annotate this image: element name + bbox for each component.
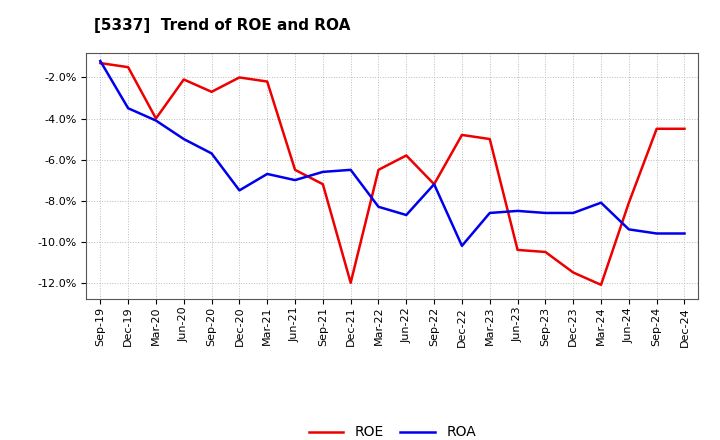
ROA [291, 177, 300, 183]
ROE [624, 200, 633, 205]
ROE [430, 182, 438, 187]
ROA [597, 200, 606, 205]
ROE [179, 77, 188, 82]
ROA [263, 171, 271, 176]
Legend: ROE, ROA: ROE, ROA [303, 420, 482, 440]
ROE [291, 167, 300, 172]
ROE [263, 79, 271, 84]
ROE [402, 153, 410, 158]
ROE [485, 136, 494, 142]
ROA [235, 188, 243, 193]
Line: ROA: ROA [100, 61, 685, 246]
ROA [430, 182, 438, 187]
ROE [680, 126, 689, 132]
ROE [346, 280, 355, 286]
ROA [124, 106, 132, 111]
ROE [374, 167, 383, 172]
ROA [652, 231, 661, 236]
ROE [541, 249, 550, 255]
ROE [207, 89, 216, 95]
ROE [597, 282, 606, 287]
ROA [680, 231, 689, 236]
ROE [318, 182, 327, 187]
ROA [541, 210, 550, 216]
ROE [652, 126, 661, 132]
ROA [569, 210, 577, 216]
ROA [458, 243, 467, 249]
ROA [624, 227, 633, 232]
ROE [96, 60, 104, 66]
ROE [152, 116, 161, 121]
Line: ROE: ROE [100, 63, 685, 285]
ROE [513, 247, 522, 253]
ROA [179, 136, 188, 142]
ROA [513, 208, 522, 213]
ROA [318, 169, 327, 175]
ROA [485, 210, 494, 216]
ROA [402, 213, 410, 218]
Text: [5337]  Trend of ROE and ROA: [5337] Trend of ROE and ROA [94, 18, 350, 33]
ROA [152, 118, 161, 123]
ROA [346, 167, 355, 172]
ROA [374, 204, 383, 209]
ROE [124, 65, 132, 70]
ROA [207, 151, 216, 156]
ROE [235, 75, 243, 80]
ROA [96, 59, 104, 64]
ROE [569, 270, 577, 275]
ROE [458, 132, 467, 138]
